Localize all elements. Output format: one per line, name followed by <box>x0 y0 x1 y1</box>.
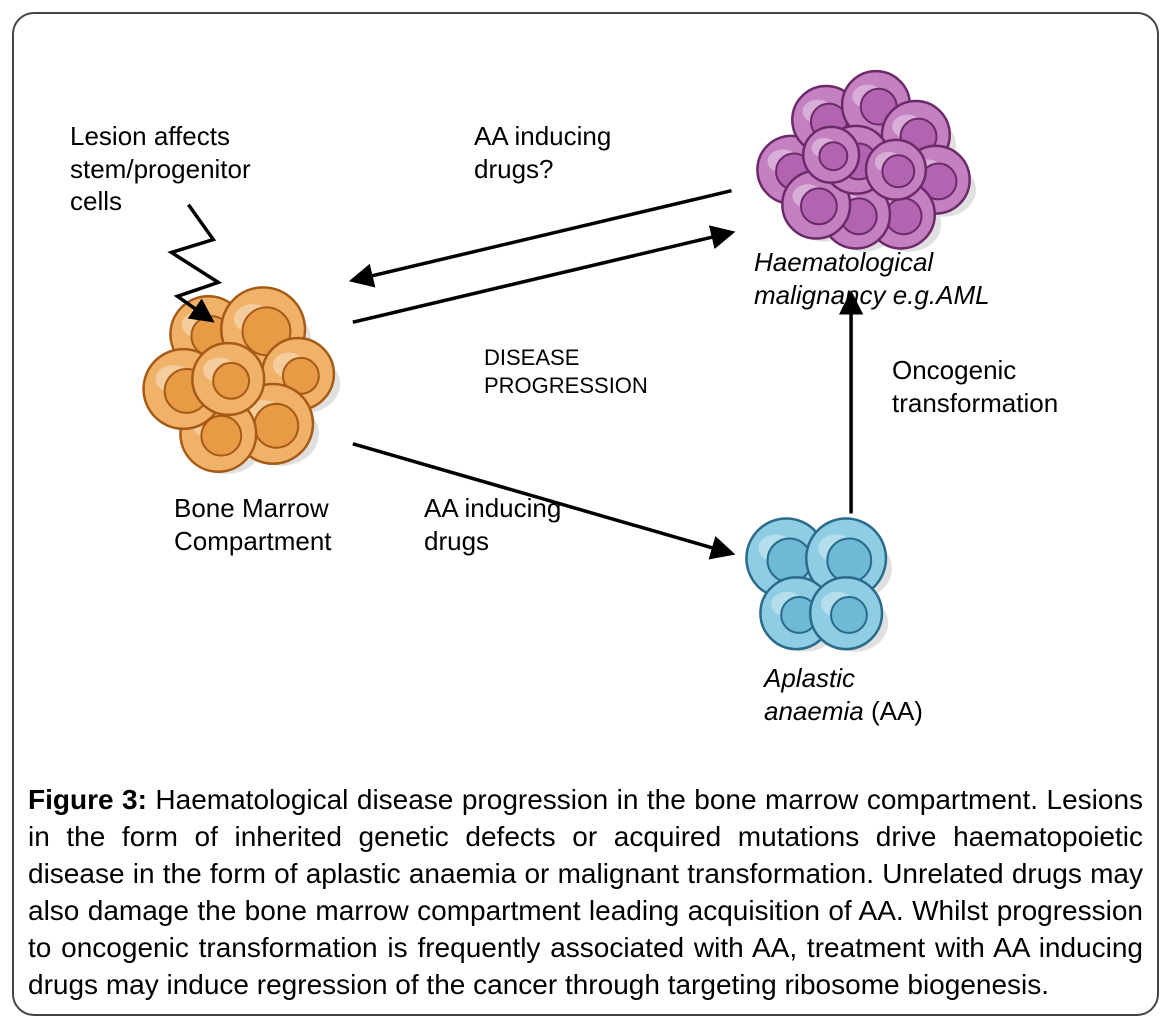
arrow-bm-to-malignancy <box>353 233 732 323</box>
label-aa-q-l2: drugs? <box>474 154 554 184</box>
label-aa-l1i: Aplastic <box>764 663 855 693</box>
label-aa-l1: AA inducing <box>424 493 561 523</box>
label-aa-l2b: (AA) <box>864 696 923 726</box>
label-lesion: Lesion affects stem/progenitor cells <box>70 120 251 218</box>
label-oncogenic: Oncogenic transformation <box>892 354 1058 419</box>
cluster-malignancy <box>757 71 976 252</box>
arrow-malignancy-to-bm <box>353 191 732 281</box>
label-bm-l1: Bone Marrow <box>174 493 329 523</box>
figure-container: Lesion affects stem/progenitor cells AA … <box>0 0 1171 1028</box>
label-malignancy: Haematological malignancy e.g.AML <box>754 246 990 311</box>
caption-lead: Figure 3: <box>28 784 147 815</box>
label-dp-l1: DISEASE <box>484 345 579 370</box>
figure-border: Lesion affects stem/progenitor cells AA … <box>12 12 1159 1016</box>
cluster-bone-marrow <box>144 287 341 474</box>
label-bm-l2: Compartment <box>174 526 332 556</box>
label-aa-l2: drugs <box>424 526 489 556</box>
label-aa-q-l1: AA inducing <box>474 121 611 151</box>
figure-caption: Figure 3: Haematological disease progres… <box>28 782 1143 1004</box>
label-bone-marrow: Bone Marrow Compartment <box>174 492 332 557</box>
label-aa-inducing-q: AA inducing drugs? <box>474 120 611 185</box>
label-disease-progression: DISEASE PROGRESSION <box>484 344 648 399</box>
caption-text: Haematological disease progression in th… <box>28 784 1143 1000</box>
label-aa-inducing: AA inducing drugs <box>424 492 561 557</box>
label-aplastic: Aplastic anaemia (AA) <box>764 662 923 727</box>
label-dp-l2: PROGRESSION <box>484 373 648 398</box>
label-lesion-l2: stem/progenitor <box>70 154 251 184</box>
label-lesion-l1: Lesion affects <box>70 121 230 151</box>
label-aa-l2i: anaemia <box>764 696 864 726</box>
label-lesion-l3: cells <box>70 186 122 216</box>
diagram-area: Lesion affects stem/progenitor cells AA … <box>14 14 1157 754</box>
label-malig-l1: Haematological <box>754 247 933 277</box>
label-onco-l1: Oncogenic <box>892 355 1016 385</box>
cluster-aplastic <box>746 519 891 652</box>
label-malig-l2: malignancy e.g.AML <box>754 280 990 310</box>
label-onco-l2: transformation <box>892 388 1058 418</box>
